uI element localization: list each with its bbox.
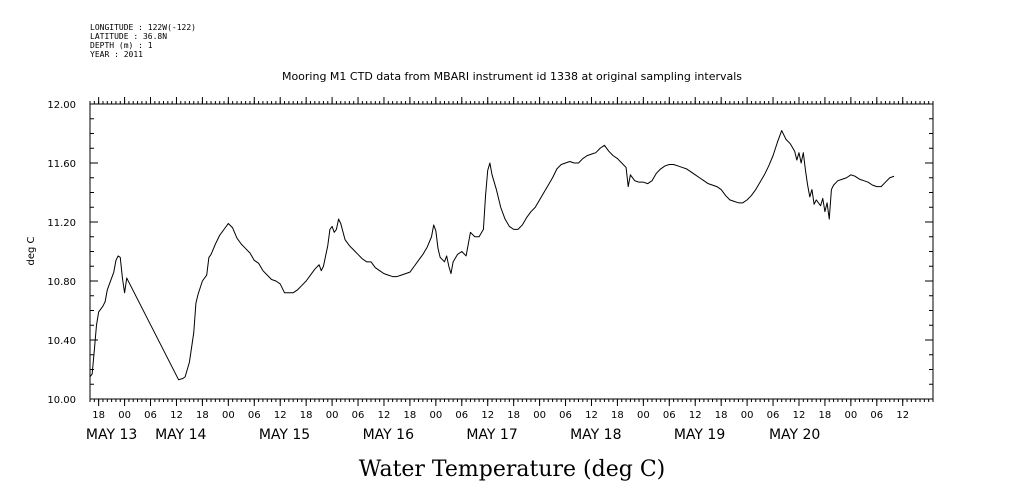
x-tick-label: 00 bbox=[222, 410, 235, 421]
x-day-label: MAY 16 bbox=[363, 427, 414, 443]
plot-frame bbox=[89, 103, 934, 400]
x-tick-label: 18 bbox=[92, 410, 105, 421]
x-tick-label: 00 bbox=[844, 410, 857, 421]
series-line-0 bbox=[89, 130, 895, 381]
x-tick-label: 00 bbox=[118, 410, 131, 421]
x-day-label: MAY 18 bbox=[570, 427, 621, 443]
x-tick-label: 12 bbox=[170, 410, 183, 421]
x-tick-label: 00 bbox=[637, 410, 650, 421]
series-group bbox=[89, 130, 895, 381]
y-tick-label: 12.00 bbox=[47, 100, 76, 111]
x-tick-label: 18 bbox=[196, 410, 209, 421]
x-tick-label: 06 bbox=[248, 410, 261, 421]
x-day-label: MAY 19 bbox=[674, 427, 725, 443]
x-tick-label: 06 bbox=[870, 410, 883, 421]
x-day-label: MAY 13 bbox=[86, 427, 137, 443]
x-tick-label: 18 bbox=[715, 410, 728, 421]
metadata-latitude: LATITUDE : 36.8N bbox=[90, 32, 167, 41]
x-tick-label: 06 bbox=[559, 410, 572, 421]
x-day-label: MAY 15 bbox=[259, 427, 310, 443]
x-tick-label: 12 bbox=[481, 410, 494, 421]
y-tick-label: 10.00 bbox=[47, 395, 76, 406]
x-tick-label: 12 bbox=[793, 410, 806, 421]
x-tick-label: 18 bbox=[300, 410, 313, 421]
x-tick-label: 12 bbox=[378, 410, 391, 421]
metadata-block: LONGITUDE : 122W(-122) LATITUDE : 36.8N … bbox=[90, 23, 196, 59]
y-axis-ticks: 10.00 10.40 10.80 11.20 11.60 12.00 bbox=[47, 100, 933, 406]
x-tick-label: 00 bbox=[326, 410, 339, 421]
y-tick-label: 11.60 bbox=[47, 159, 76, 170]
x-tick-label: 18 bbox=[611, 410, 624, 421]
x-tick-label: 18 bbox=[507, 410, 520, 421]
x-tick-label: 06 bbox=[144, 410, 157, 421]
x-tick-label: 06 bbox=[663, 410, 676, 421]
x-tick-label: 12 bbox=[689, 410, 702, 421]
metadata-year: YEAR : 2011 bbox=[90, 50, 143, 59]
x-tick-label: 18 bbox=[819, 410, 832, 421]
y-axis-label: deg C bbox=[26, 236, 37, 265]
x-tick-label: 12 bbox=[585, 410, 598, 421]
y-tick-label: 10.80 bbox=[47, 277, 76, 288]
x-day-label: MAY 17 bbox=[466, 427, 517, 443]
x-tick-label: 06 bbox=[767, 410, 780, 421]
metadata-depth: DEPTH (m) : 1 bbox=[90, 41, 153, 50]
x-axis-ticks: 18 00 06 12 18 00 06 12 18 00 06 12 18 00 06 12 18 00 06 12… bbox=[86, 97, 934, 443]
metadata-longitude: LONGITUDE : 122W(-122) bbox=[90, 23, 196, 32]
x-tick-label: 06 bbox=[455, 410, 468, 421]
x-day-label: MAY 20 bbox=[769, 427, 820, 443]
x-tick-label: 12 bbox=[896, 410, 909, 421]
x-axis-label: Water Temperature (deg C) bbox=[359, 457, 666, 482]
x-tick-label: 06 bbox=[352, 410, 365, 421]
y-tick-label: 10.40 bbox=[47, 336, 76, 347]
x-tick-label: 00 bbox=[741, 410, 754, 421]
x-tick-label: 12 bbox=[274, 410, 287, 421]
x-tick-label: 00 bbox=[533, 410, 546, 421]
x-tick-label: 00 bbox=[429, 410, 442, 421]
x-tick-label: 18 bbox=[404, 410, 417, 421]
chart-title: Mooring M1 CTD data from MBARI instrumen… bbox=[282, 70, 742, 83]
y-tick-label: 11.20 bbox=[47, 218, 76, 229]
x-day-label: MAY 14 bbox=[155, 427, 206, 443]
